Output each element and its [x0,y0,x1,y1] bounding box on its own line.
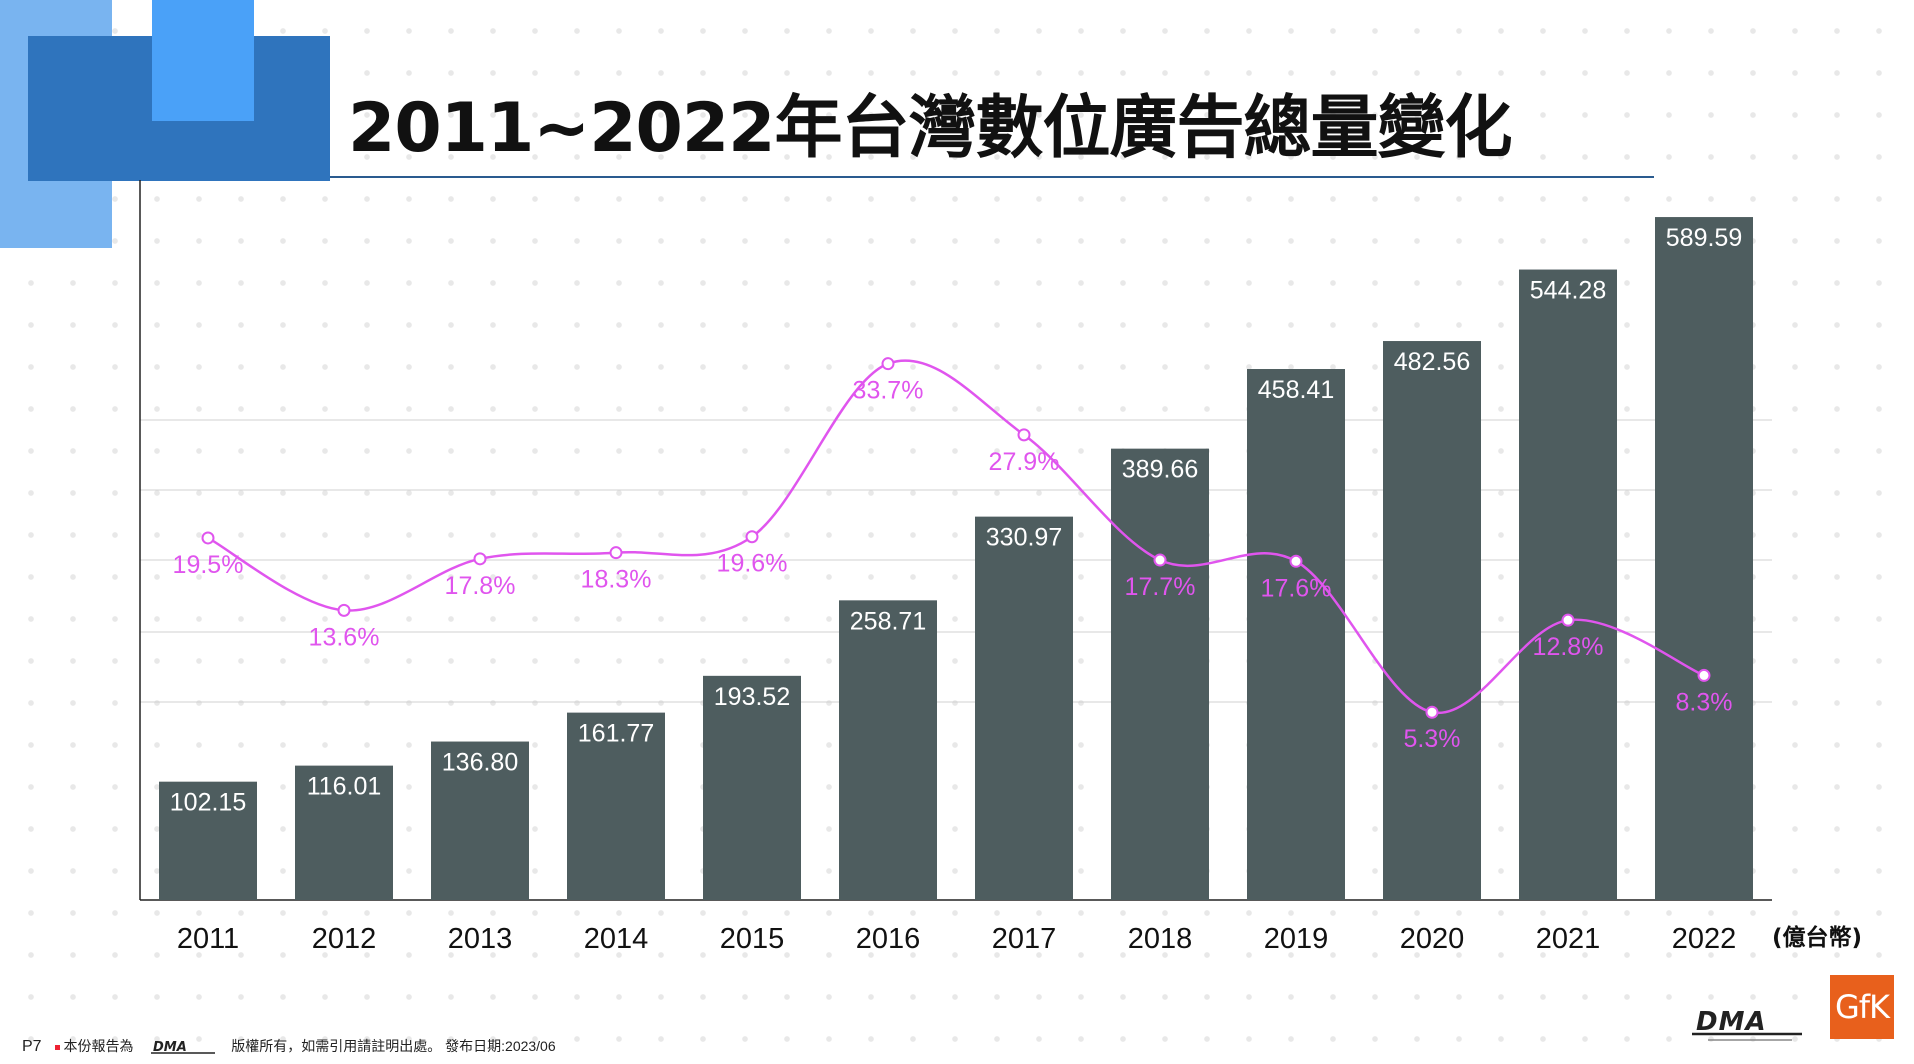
growth-point-2020 [1425,705,1439,719]
growth-label-2012: 13.6% [309,623,380,651]
growth-point-2015 [745,530,759,544]
x-tick-label-2012: 2012 [312,923,377,955]
growth-point-2017 [1017,428,1031,442]
bar-value-label-2016: 258.71 [850,607,926,635]
bar-value-label-2013: 136.80 [442,749,518,777]
bar-2020 [1383,341,1481,900]
x-tick-label-2014: 2014 [584,923,649,955]
footer-note-prefix: 本份報告為 [63,1038,134,1054]
growth-point-2013 [473,552,487,566]
dma-small-logo-text: DMA [153,1040,187,1055]
bar-line-chart: 102.15 116.01 136.80 161.77 193.52 258.71 330.… [139,180,1862,955]
dma-small-logo: DMA [151,1040,216,1055]
x-tick-label-2017: 2017 [992,923,1057,955]
bar-2021 [1519,269,1617,900]
bar-2016 [839,600,937,900]
growth-label-2018: 17.7% [1125,573,1196,601]
bar-value-label-2020: 482.56 [1394,348,1470,376]
growth-label-2021: 12.8% [1533,633,1604,661]
x-tick-label-2022: 2022 [1672,923,1737,955]
bar-value-label-2012: 116.01 [307,773,382,801]
bar-2015 [703,675,801,900]
growth-point-2018 [1153,553,1167,567]
bar-value-label-2014: 161.77 [578,720,654,748]
bar-value-label-2019: 458.41 [1258,376,1334,404]
x-tick-label-2015: 2015 [720,923,785,955]
growth-label-2016: 33.7% [853,377,924,405]
growth-point-2022 [1697,668,1711,682]
bar-value-label-2021: 544.28 [1530,277,1606,305]
page-number: P7 [22,1038,42,1055]
growth-label-2011: 19.5% [173,551,244,579]
x-tick-label-2016: 2016 [856,923,921,955]
unit-label: (億台幣) [1772,924,1862,951]
bar-value-label-2018: 389.66 [1122,456,1198,484]
growth-label-2022: 8.3% [1676,688,1733,716]
growth-label-2015: 19.6% [717,550,788,578]
gfk-logo: GfK [1830,975,1894,1039]
growth-label-2013: 17.8% [445,572,516,600]
bar-2014 [567,712,665,900]
footer: P7 本份報告為 DMA 版權所有，如需引用請註明出處。 發布日期:2023/0… [22,1036,556,1056]
growth-point-2014 [609,546,623,560]
growth-point-2019 [1289,554,1303,568]
x-tick-label-2021: 2021 [1536,923,1601,955]
bar-value-label-2017: 330.97 [986,524,1062,552]
bar-2018 [1111,448,1209,900]
decor-block-mid [152,0,254,121]
footer-bullet [55,1044,61,1050]
page-title: 2011~2022年台灣數位廣告總量變化 [348,89,1512,168]
dma-logo: DMA [1692,1007,1802,1041]
growth-label-2020: 5.3% [1404,725,1461,753]
bar-2022 [1655,217,1753,901]
bar-2011 [159,781,257,900]
bar-value-label-2011: 102.15 [170,789,246,817]
bar-2013 [431,741,529,900]
growth-label-2019: 17.6% [1261,574,1332,602]
bar-value-label-2015: 193.52 [714,683,790,711]
x-tick-label-2020: 2020 [1400,923,1465,955]
bar-2012 [295,765,393,900]
title-underline [330,176,1654,178]
dma-logo-text: DMA [1696,1007,1767,1037]
x-tick-label-2019: 2019 [1264,923,1329,955]
bar-2017 [975,516,1073,900]
x-tick-label-2011: 2011 [177,923,239,955]
growth-label-2014: 18.3% [581,566,652,594]
x-tick-label-2018: 2018 [1128,923,1193,955]
bar-value-label-2022: 589.59 [1666,224,1742,252]
growth-point-2016 [881,357,895,371]
footer-note-suffix: 版權所有，如需引用請註明出處。 發布日期:2023/06 [231,1038,556,1054]
bar-2019 [1247,369,1345,900]
growth-point-2011 [201,531,215,545]
growth-point-2012 [337,603,351,617]
x-tick-label-2013: 2013 [448,923,513,955]
growth-point-2021 [1561,613,1575,627]
growth-label-2017: 27.9% [989,448,1060,476]
